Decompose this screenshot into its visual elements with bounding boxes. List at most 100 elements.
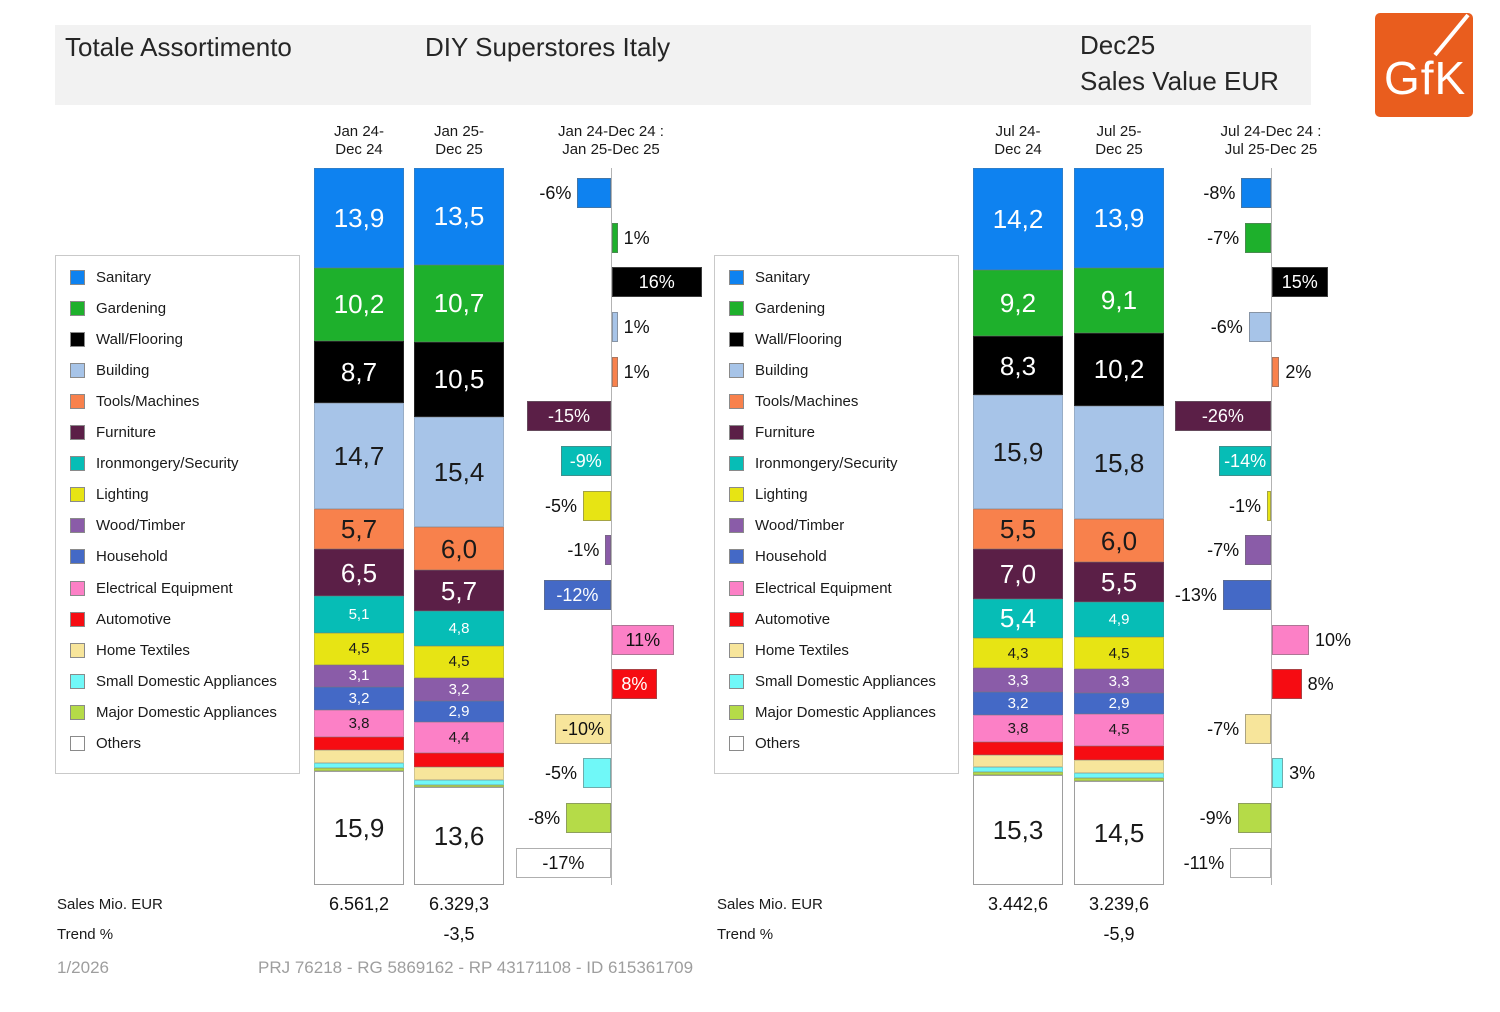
bar-segment-building: 14,7 bbox=[314, 403, 404, 509]
segment-value-label: 15,4 bbox=[433, 457, 485, 487]
sales-value-jan-0: 6.561,2 bbox=[328, 894, 390, 914]
home-textiles-swatch-icon bbox=[70, 642, 85, 658]
sales-value-jan-1: 6.329,3 bbox=[428, 894, 490, 914]
change-bar-tools-machines bbox=[1272, 356, 1280, 387]
header-band bbox=[55, 25, 1311, 105]
wood-timber-swatch-icon bbox=[729, 518, 744, 534]
segment-value-label: 10,5 bbox=[433, 364, 485, 395]
legend-label: Tools/Machines bbox=[96, 392, 200, 410]
segment-value-label: 8,7 bbox=[340, 356, 378, 387]
change-value-label: 8% bbox=[1307, 674, 1334, 695]
stacked-bar-jan-1: 13,5 10,7 10,5 15,4 6,0 5,7 4,8 4,5 3,2 2,9 4,4 13,… bbox=[414, 168, 504, 885]
segment-value-label: 5,5 bbox=[1100, 567, 1138, 598]
segment-value-label: 4,8 bbox=[448, 619, 470, 637]
change-header-jan: Jan 24-Dec 24 : Jan 25-Dec 25 bbox=[501, 123, 721, 159]
segment-value-label: 2,9 bbox=[448, 702, 470, 720]
segment-value-label: 6,5 bbox=[340, 557, 378, 588]
bar-segment-wall-flooring: 10,5 bbox=[414, 341, 504, 417]
bar-segment-gardening: 9,2 bbox=[973, 269, 1063, 336]
ironmongery-security-swatch-icon bbox=[729, 456, 744, 472]
change-bar-wall-flooring bbox=[612, 267, 702, 298]
segment-value-label: 9,2 bbox=[999, 287, 1037, 318]
gfk-logo-slash-icon bbox=[1433, 13, 1470, 57]
legend-item-gardening: Gardening bbox=[729, 297, 825, 319]
trend-label-jan: Trend % bbox=[57, 926, 114, 943]
legend-item-building: Building bbox=[70, 359, 149, 381]
legend-item-lighting: Lighting bbox=[729, 484, 808, 506]
bar-segment-others: 14,5 bbox=[1074, 781, 1164, 885]
change-value-label: -5% bbox=[544, 495, 577, 516]
change-value-label: -1% bbox=[1228, 495, 1261, 516]
sanitary-swatch-icon bbox=[70, 269, 85, 285]
bar-segment-wood-timber: 3,3 bbox=[1074, 669, 1164, 693]
change-value-label: -1% bbox=[567, 540, 600, 561]
legend-item-building: Building bbox=[729, 359, 808, 381]
legend-item-tools-machines: Tools/Machines bbox=[70, 390, 199, 412]
change-axis-jan bbox=[611, 168, 612, 885]
change-value-label: 16% bbox=[638, 272, 675, 293]
building-swatch-icon bbox=[70, 362, 85, 378]
segment-value-label: 13,5 bbox=[433, 201, 485, 232]
legend-label: Furniture bbox=[96, 424, 157, 441]
change-header-line: Jan 25-Dec 25 bbox=[562, 141, 660, 158]
column-header-jul-0: Jul 24- Dec 24 bbox=[943, 123, 1093, 159]
bar-segment-others: 15,9 bbox=[314, 770, 404, 885]
others-swatch-icon bbox=[729, 736, 744, 751]
change-bar-sanitary bbox=[1241, 178, 1271, 208]
bar-segment-tools-machines: 5,7 bbox=[314, 508, 404, 550]
lighting-swatch-icon bbox=[729, 487, 744, 503]
change-value-label: -7% bbox=[1207, 540, 1240, 561]
legend-label: Others bbox=[755, 735, 801, 752]
bar-segment-wall-flooring: 10,2 bbox=[1074, 332, 1164, 407]
bar-segment-major-domestic-appliances bbox=[973, 772, 1063, 776]
legend-label: Furniture bbox=[755, 424, 816, 441]
stacked-bar-jul-1: 13,9 9,1 10,2 15,8 6,0 5,5 4,9 4,5 3,3 2,9 4,5 14,5 bbox=[1074, 168, 1164, 885]
bar-segment-furniture: 5,5 bbox=[1074, 562, 1164, 602]
bar-segment-home-textiles bbox=[314, 750, 404, 764]
legend-label: Automotive bbox=[755, 610, 831, 628]
segment-value-label: 3,8 bbox=[348, 715, 370, 733]
electrical-equipment-swatch-icon bbox=[70, 580, 85, 596]
legend-label: Major Domestic Appliances bbox=[755, 703, 936, 721]
household-swatch-icon bbox=[729, 549, 744, 565]
segment-value-label: 3,3 bbox=[1007, 671, 1029, 689]
change-value-label: -7% bbox=[1207, 718, 1240, 739]
footer-reference: PRJ 76218 - RG 5869162 - RP 43171108 - I… bbox=[258, 958, 694, 977]
change-value-label: 2% bbox=[1285, 361, 1312, 382]
stacked-bar-jul-0: 14,2 9,2 8,3 15,9 5,5 7,0 5,4 4,3 3,3 3,2 3,8 15,3 bbox=[973, 168, 1063, 885]
change-value-label: -6% bbox=[1210, 316, 1243, 337]
column-header-line: Dec 24 bbox=[994, 141, 1042, 158]
bar-segment-ironmongery-security: 4,9 bbox=[1074, 601, 1164, 637]
legend-label: Wall/Flooring bbox=[96, 330, 183, 348]
change-bar-building bbox=[1248, 311, 1271, 342]
change-bar-ironmongery-security bbox=[560, 445, 611, 476]
bar-segment-automotive bbox=[1074, 745, 1164, 760]
legend-item-household: Household bbox=[729, 546, 827, 568]
change-header-line: Jul 24-Dec 24 : bbox=[1220, 123, 1322, 140]
bar-segment-automotive bbox=[314, 737, 404, 751]
column-header-line: Jul 25- bbox=[1096, 123, 1142, 140]
legend-item-sanitary: Sanitary bbox=[70, 266, 151, 288]
wall-flooring-swatch-icon bbox=[729, 331, 744, 347]
legend-item-sanitary: Sanitary bbox=[729, 266, 810, 288]
change-header-line: Jul 25-Dec 25 bbox=[1224, 141, 1318, 158]
legend-label: Building bbox=[96, 361, 150, 379]
legend-label: Gardening bbox=[755, 299, 826, 317]
segment-value-label: 15,9 bbox=[992, 437, 1044, 468]
change-value-label: -13% bbox=[1174, 584, 1217, 605]
bar-segment-building: 15,9 bbox=[973, 395, 1063, 510]
report-metric: Sales Value EUR bbox=[1080, 66, 1279, 96]
legend-item-tools-machines: Tools/Machines bbox=[729, 390, 858, 412]
segment-value-label: 5,4 bbox=[999, 603, 1037, 634]
change-bar-automotive bbox=[1272, 669, 1302, 700]
segment-value-label: 9,1 bbox=[1100, 285, 1138, 316]
bar-segment-small-domestic-appliances bbox=[314, 763, 404, 769]
change-value-label: -5% bbox=[544, 763, 577, 784]
bar-segment-small-domestic-appliances bbox=[1074, 773, 1164, 779]
segment-value-label: 3,2 bbox=[348, 690, 370, 708]
change-header-line: Jan 24-Dec 24 : bbox=[558, 123, 664, 140]
bar-segment-gardening: 9,1 bbox=[1074, 267, 1164, 333]
change-bar-major-domestic-appliances bbox=[566, 803, 611, 834]
bar-segment-others: 15,3 bbox=[973, 775, 1063, 885]
